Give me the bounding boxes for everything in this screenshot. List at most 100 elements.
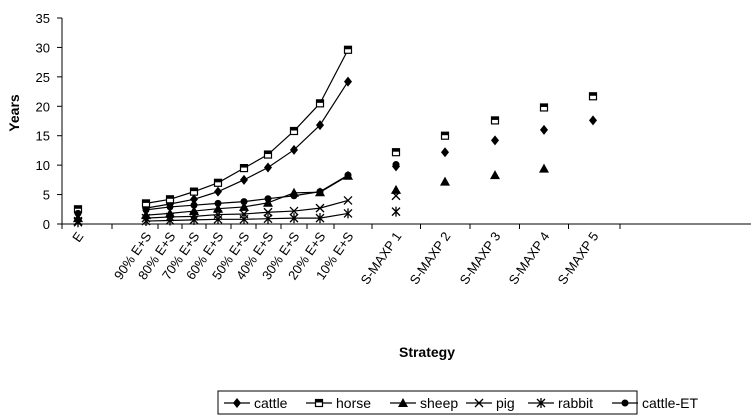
data-point-cattle <box>540 124 548 135</box>
data-point-cattle-ET <box>344 171 352 179</box>
marker-shape <box>316 120 324 131</box>
data-point-sheep <box>539 163 549 173</box>
marker-shape <box>214 199 222 207</box>
data-point-cattle <box>190 194 198 205</box>
marker-shape <box>391 184 401 194</box>
data-point-sheep <box>189 206 199 216</box>
y-tick-label: 0 <box>43 217 50 232</box>
data-point-cattle <box>491 135 499 146</box>
marker-shape <box>391 191 401 201</box>
legend-marker <box>233 398 241 408</box>
series-cattle <box>74 76 597 218</box>
series-cattle-ET <box>74 161 400 217</box>
marker-shape <box>621 399 629 407</box>
data-point-horse <box>315 99 325 108</box>
marker-shape <box>316 99 324 103</box>
legend-marker <box>314 398 324 408</box>
data-point-horse <box>490 116 500 125</box>
marker-shape <box>73 217 83 228</box>
marker-shape <box>315 213 325 224</box>
marker-shape <box>141 216 151 227</box>
data-point-horse <box>343 45 353 54</box>
marker-shape <box>263 207 273 217</box>
data-point-rabbit <box>239 214 249 225</box>
marker-shape <box>190 201 198 209</box>
data-point-horse <box>440 131 450 140</box>
legend-label: sheep <box>420 395 458 411</box>
data-point-rabbit <box>391 206 401 217</box>
marker-shape <box>290 192 298 200</box>
marker-shape <box>289 206 299 216</box>
legend-marker <box>474 398 484 408</box>
data-point-sheep <box>141 210 151 220</box>
legend-label: cattle-ET <box>642 395 698 411</box>
data-point-rabbit <box>73 217 83 228</box>
data-point-rabbit <box>141 216 151 227</box>
marker-shape <box>392 148 400 152</box>
legend-marker <box>621 399 629 407</box>
x-tick-label: S-MAXP 2 <box>406 229 453 287</box>
marker-shape <box>315 203 325 213</box>
y-tick-label: 30 <box>36 40 50 55</box>
marker-shape <box>240 164 248 168</box>
data-point-horse <box>539 103 549 112</box>
data-point-rabbit <box>189 214 199 225</box>
marker-shape <box>141 210 151 220</box>
marker-shape <box>290 144 298 155</box>
marker-shape <box>240 174 248 185</box>
marker-shape <box>441 132 449 136</box>
marker-shape <box>289 213 299 224</box>
marker-shape <box>74 205 82 209</box>
marker-shape <box>190 188 198 192</box>
marker-shape <box>239 201 249 211</box>
marker-shape <box>540 124 548 135</box>
data-point-horse <box>165 195 175 204</box>
series-layer <box>73 45 598 228</box>
data-point-cattle <box>589 115 597 126</box>
legend-marker <box>398 398 408 407</box>
data-point-pig <box>315 203 325 213</box>
marker-shape <box>213 214 223 225</box>
data-point-cattle-ET <box>392 161 400 169</box>
y-tick-label: 15 <box>36 129 50 144</box>
marker-shape <box>344 46 352 50</box>
legend-item-rabbit: rabbit <box>528 395 593 411</box>
marker-shape <box>263 213 273 224</box>
y-tick-label: 20 <box>36 99 50 114</box>
series-pig <box>73 191 401 226</box>
y-tick-label: 25 <box>36 70 50 85</box>
legend-item-sheep: sheep <box>390 395 458 411</box>
legend-item-pig: pig <box>466 395 515 411</box>
marker-shape <box>189 206 199 216</box>
marker-shape <box>491 116 499 120</box>
data-point-cattle-ET <box>264 195 272 203</box>
data-point-rabbit <box>343 208 353 219</box>
marker-shape <box>142 206 150 214</box>
data-point-rabbit <box>165 215 175 226</box>
data-point-cattle-ET <box>190 201 198 209</box>
x-tick-label: E <box>69 229 86 245</box>
marker-shape <box>74 209 82 217</box>
marker-shape <box>540 103 548 107</box>
legend-label: cattle <box>254 395 288 411</box>
data-point-horse <box>189 187 199 196</box>
marker-shape <box>539 163 549 173</box>
data-point-rabbit <box>213 214 223 225</box>
marker-shape <box>142 199 150 203</box>
marker-shape <box>392 161 400 169</box>
marker-shape <box>213 203 223 213</box>
data-point-horse <box>588 92 598 101</box>
marker-shape <box>536 398 546 408</box>
legend-item-horse: horse <box>306 395 371 411</box>
x-ticks: E 90% E+S80% E+S70% E+S60% E+S50% E+S40% … <box>61 224 621 287</box>
data-point-sheep <box>239 201 249 211</box>
marker-shape <box>190 194 198 205</box>
marker-shape <box>290 127 298 131</box>
legend-label: pig <box>496 395 515 411</box>
x-axis-title: Strategy <box>399 344 455 360</box>
data-point-horse <box>213 178 223 187</box>
y-ticks: 0 5 10 15 20 25 30 35 <box>36 11 62 232</box>
data-point-rabbit <box>315 213 325 224</box>
marker-shape <box>239 214 249 225</box>
